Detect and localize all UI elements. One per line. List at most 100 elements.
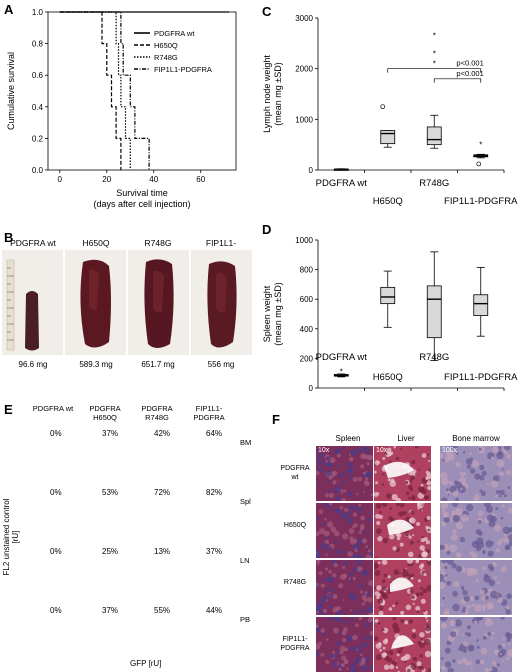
tissue-cell (318, 641, 322, 645)
tissue-cell (341, 481, 346, 485)
tissue-cell (500, 566, 507, 573)
tissue-cell (334, 540, 338, 545)
tissue-cell (335, 496, 341, 501)
tissue-cell (416, 661, 422, 667)
tissue-cell (508, 527, 512, 533)
tissue-cell (454, 480, 458, 484)
tissue-cell (395, 456, 400, 461)
tissue-cell (508, 642, 511, 645)
tissue-cell (441, 477, 449, 486)
y-tick-label: 0.0 (32, 166, 44, 175)
tissue-cell (491, 631, 495, 635)
tissue-cell (426, 453, 430, 456)
box (426, 126, 442, 146)
tissue-cell (416, 503, 423, 506)
tissue-cell (377, 536, 383, 542)
histology-image (316, 503, 373, 558)
tissue-cell (471, 460, 479, 468)
tissue-cell (444, 566, 448, 570)
category-label: R748G (419, 178, 449, 189)
tissue-cell (425, 525, 429, 530)
tissue-cell (318, 509, 324, 514)
tissue-cell (481, 470, 487, 476)
tissue-cell (317, 453, 323, 459)
tissue-cell (321, 596, 327, 603)
tissue-cell (365, 554, 372, 558)
tissue-cell (319, 528, 326, 535)
tissue-cell (353, 523, 358, 528)
tissue-cell (508, 651, 512, 658)
histo-row-label: H650Q (283, 522, 307, 529)
significance-bracket (387, 68, 482, 73)
tissue-cell (378, 605, 384, 611)
category-label: FIP1L1-PDGFRA (444, 372, 518, 383)
tissue-cell (412, 602, 415, 605)
tissue-cell (340, 573, 347, 581)
tissue-cell (316, 626, 321, 633)
tissue-cell (489, 590, 498, 599)
tissue-cell (332, 470, 338, 476)
tissue-cell (333, 627, 339, 634)
tissue-cell (409, 589, 414, 593)
tissue-cell (420, 637, 423, 641)
tissue-cell (410, 664, 417, 670)
tissue-cell (339, 506, 344, 510)
legend-entry-2: R748G (154, 53, 178, 62)
tissue-cell (469, 452, 472, 456)
tissue-cell (379, 649, 382, 652)
tissue-cell (404, 480, 409, 485)
tissue-cell (396, 536, 401, 541)
tissue-cell (346, 667, 349, 670)
tissue-cell (327, 593, 333, 599)
tissue-cell (402, 570, 409, 577)
outlier-point: * (433, 49, 436, 58)
tissue-cell (455, 552, 462, 558)
tissue-cell (418, 579, 421, 583)
tissue-cell (378, 610, 384, 615)
tissue-cell (375, 513, 380, 519)
tissue-cell (506, 638, 511, 643)
flow-percent-label: 37% (206, 547, 223, 556)
tissue-cell (342, 566, 346, 569)
plot-area (47, 11, 237, 171)
magnification-label: 10x (376, 447, 388, 454)
tissue-cell (370, 493, 373, 497)
tissue-cell (456, 565, 463, 572)
tissue-cell (462, 451, 466, 454)
tissue-cell (338, 556, 341, 558)
tissue-cell (461, 474, 464, 478)
tissue-cell (374, 563, 379, 570)
tissue-cell (320, 583, 325, 588)
tissue-cell (362, 609, 366, 613)
flow-percent-label: 37% (102, 429, 119, 438)
tissue-cell (316, 643, 321, 650)
histo-col-bone-marrow: Bone marrow (452, 434, 500, 443)
tissue-cell (322, 503, 327, 506)
tissue-cell (320, 653, 324, 657)
tissue-cell (462, 570, 465, 573)
tissue-cell (440, 564, 446, 572)
tissue-cell (389, 460, 392, 463)
tissue-cell (498, 494, 502, 498)
tissue-cell (423, 609, 426, 613)
tissue-cell (424, 650, 431, 658)
tissue-cell (484, 573, 489, 578)
tissue-cell (473, 494, 480, 501)
tissue-cell (326, 638, 329, 641)
tissue-cell (476, 639, 479, 642)
tissue-cell (427, 560, 431, 562)
tissue-cell (508, 540, 512, 547)
tissue-cell (348, 528, 355, 534)
tissue-cell (500, 617, 505, 620)
tissue-cell (465, 661, 470, 666)
tissue-cell (392, 546, 397, 551)
tissue-cell (506, 633, 512, 640)
outlier-point (380, 104, 386, 110)
tissue-cell (374, 556, 378, 558)
histology-image (440, 617, 512, 672)
tissue-cell (411, 496, 416, 501)
tissue-cell (318, 467, 323, 473)
y-tick-label: 0.8 (32, 40, 44, 49)
tissue-cell (361, 538, 368, 544)
tissue-cell (377, 598, 383, 604)
